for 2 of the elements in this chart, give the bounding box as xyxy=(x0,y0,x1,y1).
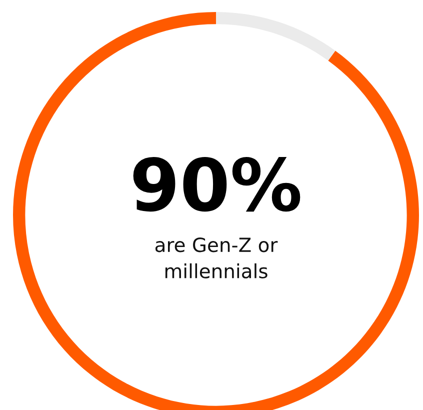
text: are Gen-Z or millennials xyxy=(155,237,278,278)
data-label: 90% xyxy=(133,156,300,212)
